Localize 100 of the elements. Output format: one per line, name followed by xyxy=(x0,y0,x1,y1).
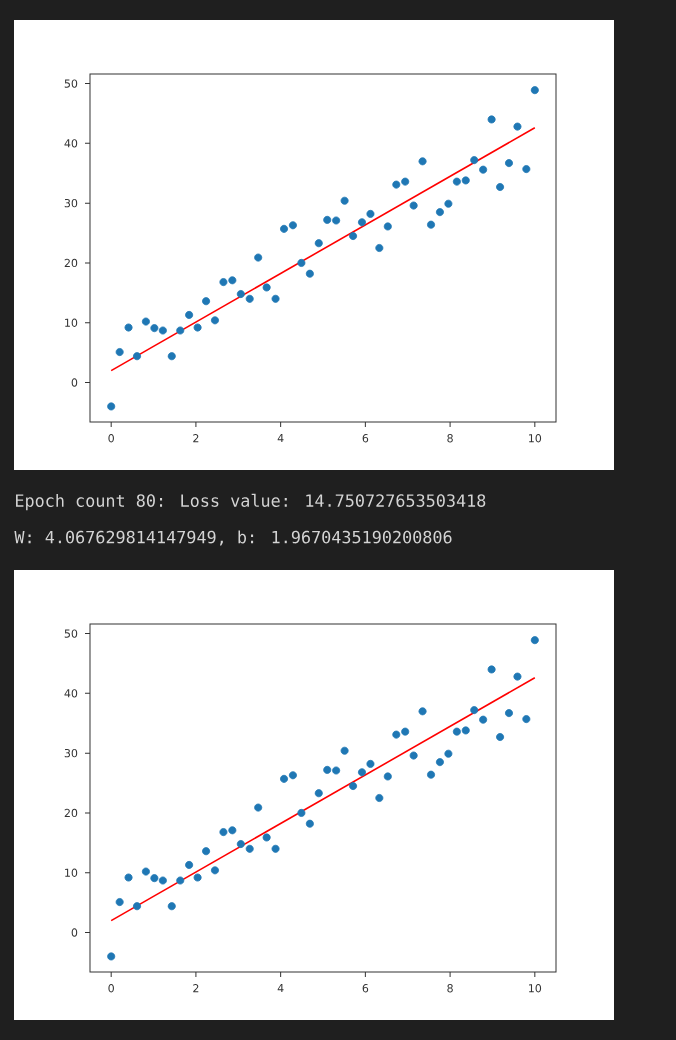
point xyxy=(271,294,280,303)
point xyxy=(245,844,254,853)
point xyxy=(141,867,150,876)
point xyxy=(314,239,323,248)
point xyxy=(435,208,444,217)
point xyxy=(409,201,418,210)
point xyxy=(158,876,167,885)
point xyxy=(383,222,392,231)
point xyxy=(219,278,228,287)
point xyxy=(487,665,496,674)
text: W: 4.067629814147949, b: 1.9670435190200806 xyxy=(14,530,452,546)
point xyxy=(479,715,488,724)
point xyxy=(141,317,150,326)
point xyxy=(383,772,392,781)
point xyxy=(219,828,228,837)
point xyxy=(323,215,332,224)
point xyxy=(167,902,176,911)
point xyxy=(193,873,202,882)
point xyxy=(107,952,116,961)
point xyxy=(115,898,124,907)
point xyxy=(530,636,539,645)
point xyxy=(245,294,254,303)
point xyxy=(210,316,219,325)
point xyxy=(357,218,366,227)
point xyxy=(228,276,237,285)
point xyxy=(487,115,496,124)
point xyxy=(340,746,349,755)
point xyxy=(202,847,211,856)
point xyxy=(185,860,194,869)
point xyxy=(115,348,124,357)
point xyxy=(288,771,297,780)
point xyxy=(375,244,384,252)
point xyxy=(210,866,219,875)
point xyxy=(305,269,314,278)
point xyxy=(340,196,349,205)
point xyxy=(236,840,245,849)
point xyxy=(107,402,116,411)
point xyxy=(271,844,280,853)
point xyxy=(444,749,453,758)
point xyxy=(202,297,211,306)
point xyxy=(158,326,167,335)
point xyxy=(496,183,505,192)
point xyxy=(349,782,358,791)
point xyxy=(305,819,314,828)
point xyxy=(262,833,271,842)
point xyxy=(288,221,297,230)
point xyxy=(513,672,522,681)
point xyxy=(254,803,263,812)
point xyxy=(176,326,185,335)
point xyxy=(150,874,159,883)
point xyxy=(280,774,289,783)
point xyxy=(452,727,461,736)
point xyxy=(332,216,341,225)
point xyxy=(461,176,470,185)
text: Epoch count 80: Loss value: 14.750727653503418 xyxy=(16,493,486,511)
point xyxy=(479,165,488,174)
point xyxy=(435,758,444,767)
point xyxy=(124,323,133,332)
point xyxy=(504,159,513,168)
point xyxy=(452,177,461,186)
point xyxy=(332,766,341,775)
point xyxy=(427,770,436,779)
point xyxy=(228,826,237,835)
point xyxy=(401,177,410,186)
point xyxy=(254,253,263,262)
point xyxy=(375,794,384,802)
point xyxy=(366,209,375,218)
point xyxy=(297,258,306,267)
point xyxy=(357,768,366,777)
point xyxy=(280,224,289,233)
point xyxy=(444,199,453,208)
point xyxy=(461,726,470,735)
point xyxy=(297,808,306,817)
point xyxy=(133,352,142,361)
point xyxy=(470,156,479,165)
point xyxy=(409,751,418,760)
point xyxy=(193,323,202,332)
point xyxy=(513,122,522,131)
point xyxy=(522,715,531,724)
point xyxy=(366,759,375,768)
point xyxy=(418,707,427,716)
point xyxy=(504,709,513,718)
point xyxy=(133,902,142,911)
point xyxy=(427,220,436,229)
point xyxy=(530,86,539,95)
point xyxy=(236,290,245,299)
point xyxy=(349,232,358,241)
point xyxy=(470,706,479,715)
point xyxy=(418,157,427,166)
point xyxy=(323,765,332,774)
point xyxy=(496,733,505,742)
point xyxy=(392,180,401,189)
point xyxy=(314,789,323,798)
point xyxy=(185,310,194,319)
point xyxy=(150,324,159,333)
point xyxy=(167,352,176,361)
point xyxy=(262,283,271,292)
point xyxy=(124,873,133,882)
point xyxy=(392,730,401,739)
point xyxy=(401,727,410,736)
